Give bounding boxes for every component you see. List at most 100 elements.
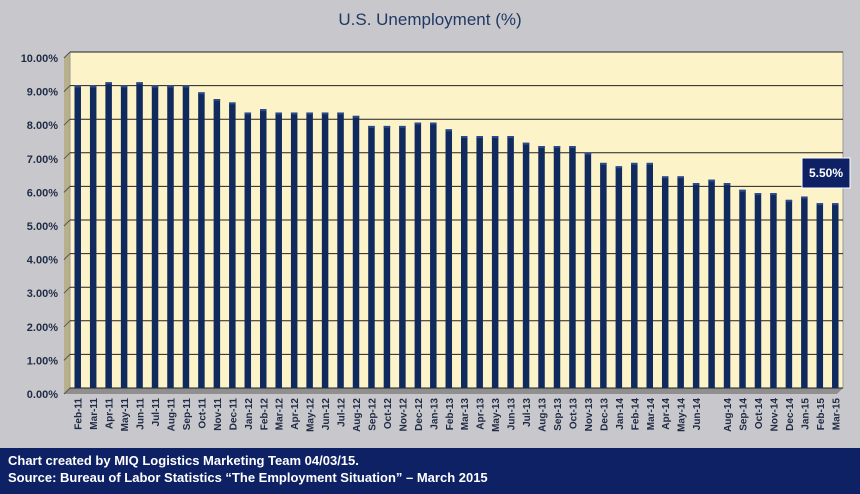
- bar: [151, 85, 159, 388]
- x-tick-label: Feb-12: [259, 398, 270, 431]
- bar: [832, 203, 839, 388]
- bar-top-edge: [507, 136, 514, 138]
- x-tick-label: Jun-13: [507, 398, 518, 431]
- gridline-side: [63, 253, 71, 260]
- bar-top-edge: [352, 115, 360, 118]
- bar-top-edge: [832, 203, 839, 206]
- x-tick-label: Mar-13: [460, 398, 471, 431]
- bar: [182, 85, 190, 388]
- x-tick-label: Oct-11: [197, 398, 208, 429]
- bar: [337, 112, 344, 388]
- bar-top-edge: [631, 162, 638, 165]
- bar: [460, 136, 468, 388]
- bar-top-edge: [445, 129, 453, 132]
- x-tick-label: Oct-12: [383, 398, 394, 430]
- bar: [723, 183, 731, 388]
- gridline-side: [63, 152, 71, 160]
- x-tick-label: Oct-13: [568, 398, 579, 430]
- x-tick-label: Mar-15: [831, 398, 842, 431]
- bar-top-edge: [399, 125, 406, 128]
- gridline-side: [63, 354, 71, 361]
- bar: [321, 112, 329, 388]
- y-tick-label: 1.00%: [27, 355, 58, 367]
- bar-top-edge: [723, 183, 731, 186]
- bar: [244, 112, 252, 388]
- x-tick-label: Jun-12: [321, 398, 332, 431]
- bar: [74, 85, 81, 388]
- x-tick-label: Sep-13: [553, 398, 564, 431]
- x-tick-label: Mar-12: [275, 398, 286, 431]
- bar: [306, 112, 313, 388]
- x-tick-label: Aug-14: [723, 398, 734, 432]
- bar: [739, 189, 746, 388]
- bar-top-edge: [661, 176, 669, 179]
- x-tick-label: May-11: [120, 398, 131, 432]
- bar-top-edge: [430, 122, 437, 125]
- x-tick-label: Jan-12: [244, 398, 255, 430]
- bar-top-edge: [275, 112, 282, 115]
- bar: [646, 162, 653, 388]
- bar-top-edge: [739, 189, 746, 192]
- bar: [414, 122, 422, 388]
- bar: [260, 109, 267, 389]
- bar: [553, 146, 561, 388]
- x-tick-label: Apr-13: [476, 398, 487, 430]
- footer-credit: Chart created by MIQ Logistics Marketing…: [8, 453, 359, 468]
- bar: [801, 196, 808, 388]
- bar-top-edge: [600, 162, 607, 165]
- bar-top-edge: [321, 112, 329, 115]
- bar-top-edge: [260, 109, 267, 112]
- y-tick-label: 5.00%: [27, 221, 58, 233]
- bar: [213, 99, 221, 388]
- bar-top-edge: [460, 136, 468, 138]
- x-tick-label: Feb-11: [74, 398, 85, 430]
- bar: [631, 162, 638, 388]
- x-tick-label: May-13: [491, 398, 502, 432]
- y-tick-label: 10.00%: [21, 53, 59, 65]
- annotation-box: [801, 157, 851, 189]
- x-tick-label: Dec-13: [599, 398, 610, 431]
- bar: [136, 82, 143, 389]
- gridline-side: [63, 219, 71, 227]
- chart-title: U.S. Unemployment (%): [338, 10, 521, 29]
- x-tick-label: Mar-14: [646, 398, 657, 431]
- x-tick-label: Nov-14: [769, 398, 780, 432]
- bar: [785, 199, 793, 388]
- annotation-label: 5.50%: [809, 166, 843, 180]
- bar: [661, 176, 669, 388]
- bar: [89, 85, 97, 388]
- y-tick-label: 7.00%: [27, 154, 58, 166]
- bar-top-edge: [244, 112, 252, 115]
- bar: [507, 136, 514, 388]
- footer: Chart created by MIQ Logistics Marketing…: [0, 448, 860, 494]
- bar-top-edge: [151, 85, 159, 88]
- x-tick-label: May-12: [306, 398, 317, 432]
- bar: [290, 112, 298, 388]
- x-tick-label: Aug-11: [166, 398, 177, 432]
- x-tick-label: Mar-11: [89, 398, 100, 430]
- bar-top-edge: [306, 112, 313, 115]
- bar: [120, 85, 128, 388]
- bar-top-edge: [491, 136, 499, 138]
- plot-floor: [64, 388, 843, 394]
- bar-top-edge: [538, 146, 545, 149]
- y-tick-label: 0.00%: [27, 389, 58, 401]
- bar-top-edge: [290, 112, 298, 115]
- y-tick-label: 3.00%: [27, 288, 58, 300]
- bar-top-edge: [414, 122, 422, 125]
- y-tick-label: 8.00%: [27, 120, 58, 132]
- x-tick-label: Oct-14: [754, 398, 765, 430]
- x-tick-label: Sep-11: [182, 398, 193, 431]
- x-tick-label: Jun-11: [136, 398, 147, 430]
- bar-top-edge: [770, 193, 777, 196]
- bar-top-edge: [167, 85, 174, 88]
- x-tick-label: Jan-15: [800, 398, 811, 430]
- bar-top-edge: [646, 162, 653, 165]
- x-tick-label: Nov-11: [213, 398, 224, 431]
- bar-top-edge: [229, 102, 236, 105]
- bar: [476, 136, 483, 388]
- bar-top-edge: [198, 92, 205, 95]
- x-tick-label: Feb-13: [445, 398, 456, 431]
- bar-top-edge: [553, 146, 561, 149]
- x-tick-label: Apr-11: [105, 398, 116, 430]
